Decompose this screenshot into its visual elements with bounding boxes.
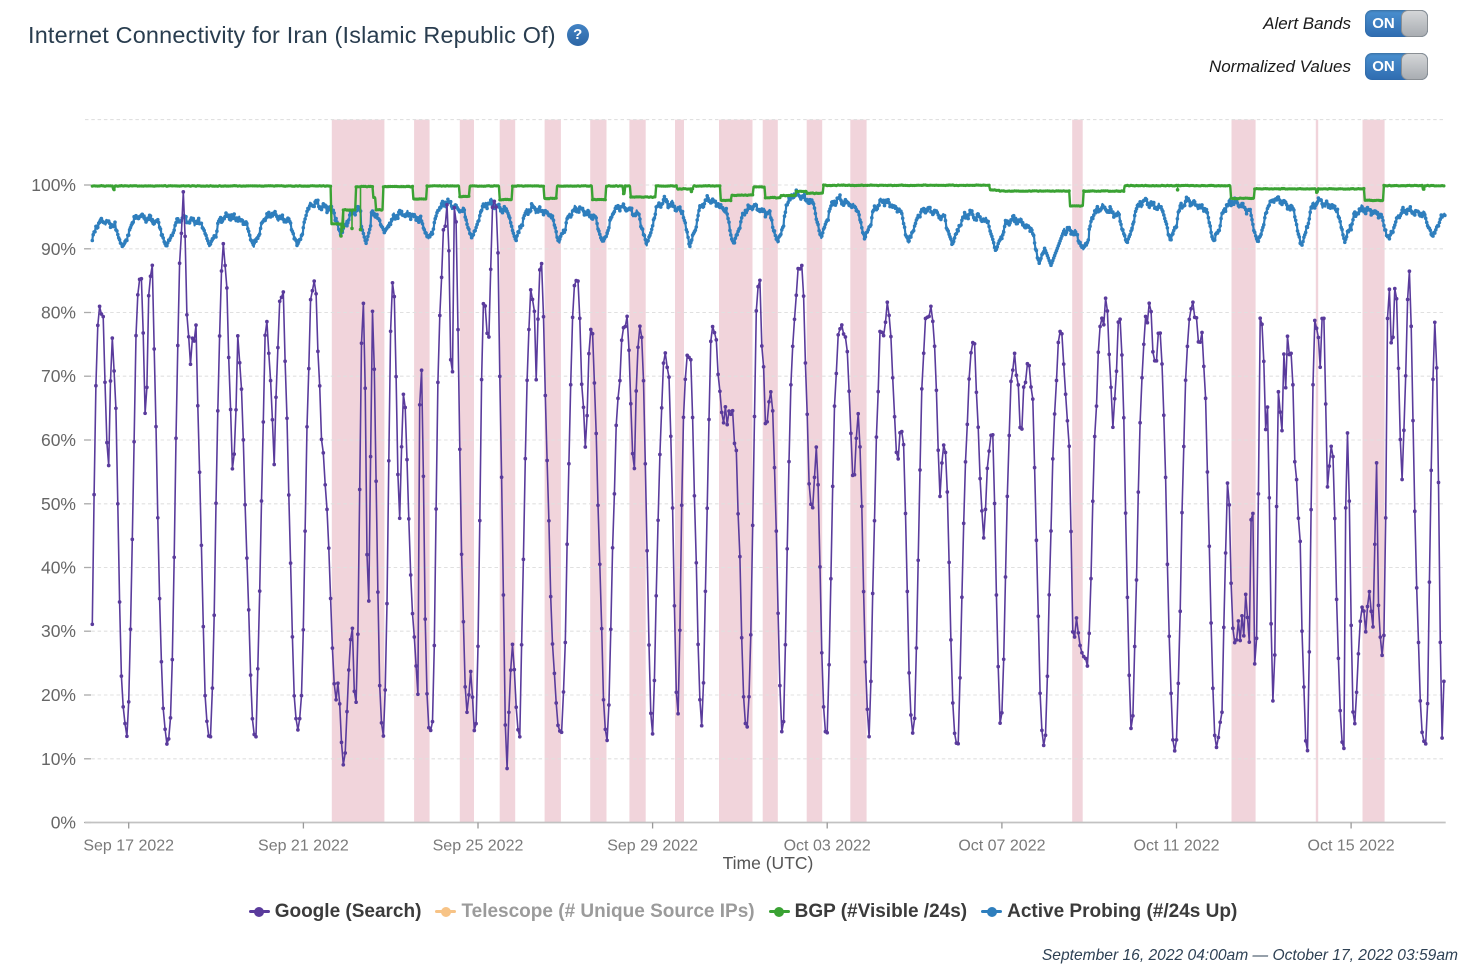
svg-text:10%: 10% — [41, 749, 76, 769]
svg-text:70%: 70% — [41, 366, 76, 386]
svg-text:90%: 90% — [41, 239, 76, 259]
svg-text:Oct 07 2022: Oct 07 2022 — [958, 838, 1045, 855]
svg-text:Oct 11 2022: Oct 11 2022 — [1134, 838, 1220, 855]
svg-text:100%: 100% — [31, 175, 76, 195]
svg-text:Sep 25 2022: Sep 25 2022 — [433, 838, 524, 855]
svg-text:Sep 29 2022: Sep 29 2022 — [607, 838, 698, 855]
svg-text:50%: 50% — [41, 494, 76, 514]
svg-text:0%: 0% — [51, 813, 76, 833]
svg-text:40%: 40% — [41, 558, 76, 578]
svg-text:Oct 15 2022: Oct 15 2022 — [1308, 838, 1395, 855]
svg-text:30%: 30% — [41, 621, 76, 641]
svg-text:20%: 20% — [41, 685, 76, 705]
svg-text:60%: 60% — [41, 430, 76, 450]
svg-text:Time (UTC): Time (UTC) — [723, 853, 814, 873]
svg-text:80%: 80% — [41, 303, 76, 323]
svg-text:Sep 17 2022: Sep 17 2022 — [83, 838, 174, 855]
svg-text:Oct 03 2022: Oct 03 2022 — [784, 838, 871, 855]
svg-text:Sep 21 2022: Sep 21 2022 — [258, 838, 349, 855]
